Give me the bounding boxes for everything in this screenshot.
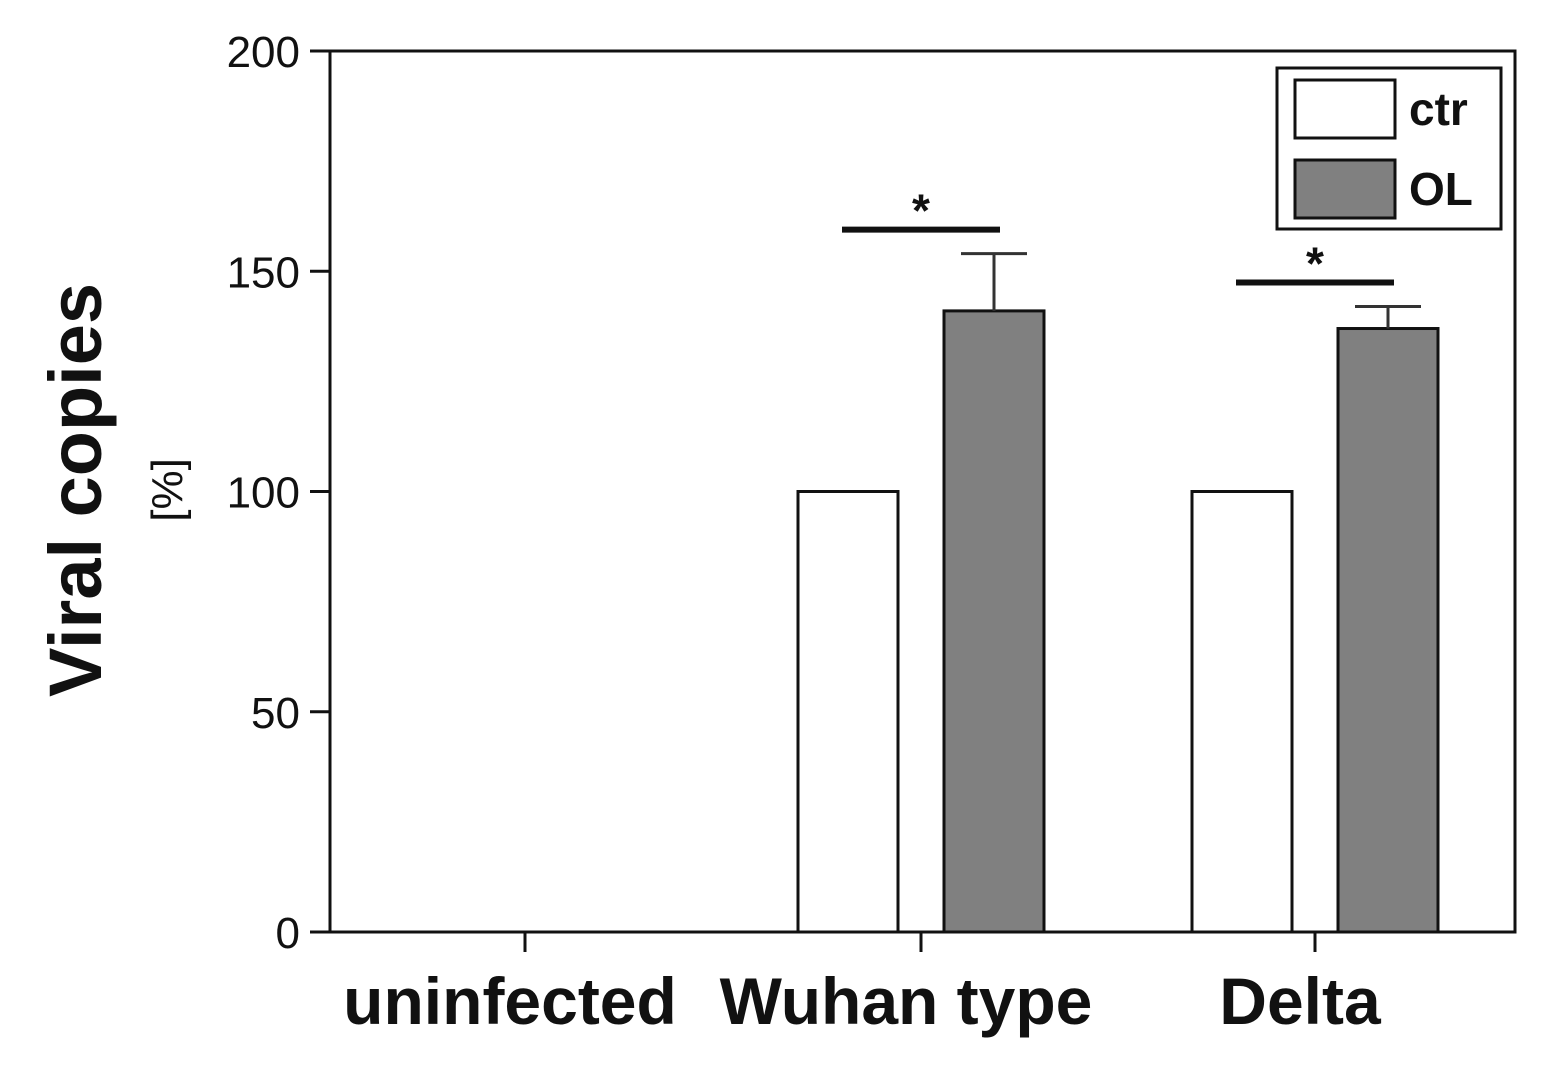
y-axis-title: Viral copies: [34, 283, 117, 697]
error-bars-layer: [961, 252, 1421, 329]
x-tick-label-wuhan-type: Wuhan type: [720, 964, 1093, 1038]
x-tick-label-uninfected: uninfected: [343, 964, 677, 1038]
significance-marker-wuhan-type: *: [912, 185, 930, 237]
bar-ctr-delta: [1190, 490, 1294, 934]
y-tick-label-0: 0: [276, 909, 300, 958]
bar-ol-delta: [1336, 327, 1440, 934]
labels-layer: Viral copies [%]: [34, 283, 192, 697]
significance-layer: **: [842, 185, 1394, 289]
y-tick-label-200: 200: [227, 28, 300, 77]
legend-label-ol: OL: [1409, 163, 1473, 215]
y-tick-label-50: 50: [251, 689, 300, 738]
significance-marker-delta: *: [1306, 237, 1324, 289]
legend: ctr OL: [1275, 66, 1503, 231]
y-tick-label-100: 100: [227, 469, 300, 518]
axes-layer: 0 50 100 150 200 uninfected Wuhan type Delta: [227, 28, 1517, 1038]
y-tick-label-150: 150: [227, 248, 300, 297]
legend-swatch-ctr: [1293, 78, 1397, 140]
x-tick-label-delta: Delta: [1219, 964, 1382, 1038]
legend-swatch-ol: [1293, 158, 1397, 220]
bar-ctr-wuhan-type: [796, 490, 900, 934]
bar-ol-wuhan-type: [942, 309, 1046, 934]
bars-layer: [796, 309, 1440, 934]
legend-label-ctr: ctr: [1409, 83, 1468, 135]
y-axis-unit: [%]: [143, 458, 192, 522]
